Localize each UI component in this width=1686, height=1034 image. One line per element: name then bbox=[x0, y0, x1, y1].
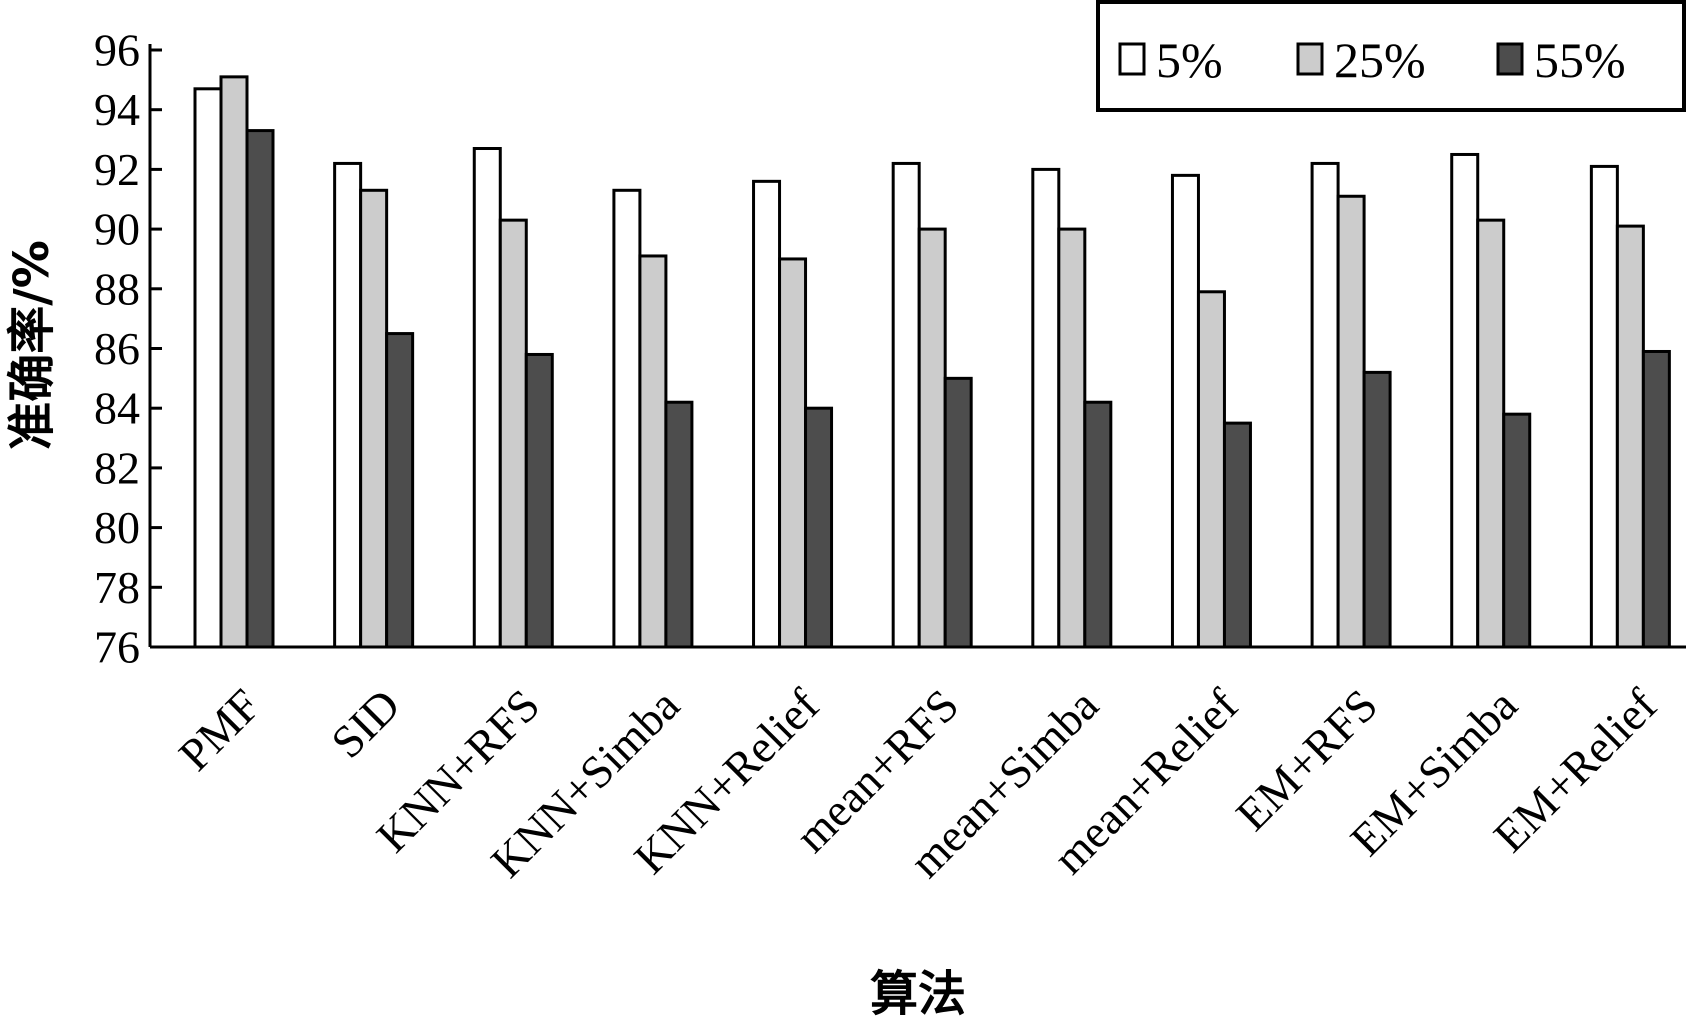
y-tick-label: 96 bbox=[94, 25, 140, 76]
y-tick-label: 76 bbox=[94, 622, 140, 673]
bars-layer bbox=[193, 75, 1671, 649]
bar-55pct-10 bbox=[1641, 349, 1671, 649]
bar-5pct-1 bbox=[333, 161, 363, 649]
y-tick-label: 88 bbox=[94, 263, 140, 314]
bar-55pct-8 bbox=[1362, 370, 1392, 649]
bar-55pct-2 bbox=[524, 352, 554, 649]
y-tick-label: 90 bbox=[94, 204, 140, 255]
y-axis-title: 准确率/% bbox=[4, 240, 60, 450]
bar-25pct-2 bbox=[498, 218, 528, 649]
bar-25pct-1 bbox=[359, 188, 389, 649]
bar-25pct-5 bbox=[917, 227, 947, 649]
bar-5pct-2 bbox=[472, 147, 502, 649]
bar-5pct-9 bbox=[1450, 152, 1480, 649]
bar-25pct-9 bbox=[1476, 218, 1506, 649]
x-category-label: PMF bbox=[169, 679, 270, 780]
bar-25pct-10 bbox=[1615, 224, 1645, 649]
bar-5pct-10 bbox=[1589, 164, 1619, 649]
bar-55pct-7 bbox=[1222, 421, 1252, 649]
bar-55pct-4 bbox=[804, 406, 834, 649]
y-tick-label: 94 bbox=[94, 84, 140, 135]
bar-5pct-3 bbox=[612, 188, 642, 649]
bar-25pct-4 bbox=[778, 257, 808, 649]
bar-25pct-6 bbox=[1057, 227, 1087, 649]
x-category-label: SID bbox=[321, 679, 409, 767]
legend-swatch bbox=[1118, 42, 1146, 76]
legend-swatch bbox=[1496, 42, 1524, 76]
legend-swatch bbox=[1296, 42, 1324, 76]
axes-layer bbox=[148, 44, 1686, 649]
bar-25pct-3 bbox=[638, 254, 668, 649]
legend-label: 25% bbox=[1334, 32, 1426, 88]
x-axis-title: 算法 bbox=[870, 966, 966, 1022]
bar-55pct-0 bbox=[245, 129, 275, 649]
bar-5pct-5 bbox=[891, 161, 921, 649]
y-tick-label: 86 bbox=[94, 323, 140, 374]
bar-5pct-8 bbox=[1310, 161, 1340, 649]
bar-55pct-9 bbox=[1502, 412, 1532, 649]
bar-5pct-6 bbox=[1031, 167, 1061, 649]
y-tick-label: 82 bbox=[94, 442, 140, 493]
bar-55pct-3 bbox=[664, 400, 694, 649]
y-tick-label: 92 bbox=[94, 144, 140, 195]
bar-25pct-0 bbox=[219, 75, 249, 649]
bar-55pct-1 bbox=[385, 332, 415, 649]
bar-55pct-6 bbox=[1083, 400, 1113, 649]
legend-label: 5% bbox=[1156, 32, 1223, 88]
bar-5pct-0 bbox=[193, 87, 223, 649]
y-tick-label: 78 bbox=[94, 562, 140, 613]
bar-25pct-7 bbox=[1196, 290, 1226, 649]
bar-25pct-8 bbox=[1336, 194, 1366, 649]
legend-label: 55% bbox=[1534, 32, 1626, 88]
legend: 5% 25% 55% bbox=[1096, 0, 1686, 112]
bar-5pct-7 bbox=[1170, 173, 1200, 649]
y-tick-label: 80 bbox=[94, 502, 140, 553]
bar-5pct-4 bbox=[752, 179, 782, 649]
legend-box bbox=[1096, 0, 1686, 112]
y-tick-label: 84 bbox=[94, 383, 140, 434]
bar-55pct-5 bbox=[943, 376, 973, 649]
